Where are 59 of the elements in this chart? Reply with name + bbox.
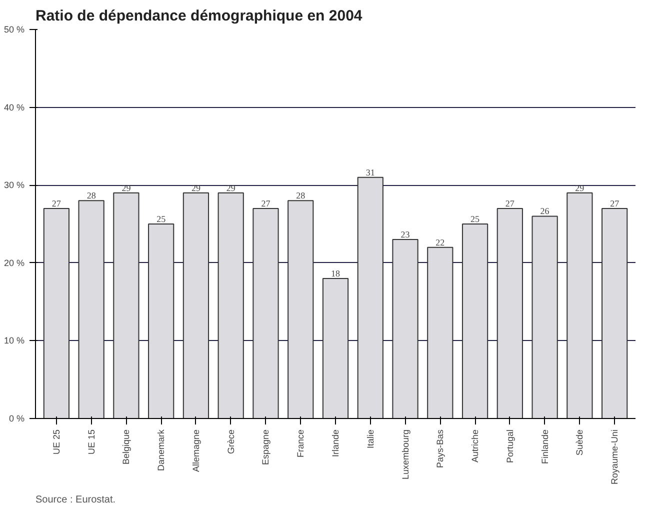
x-tick-label: Luxembourg [400,429,410,480]
data-label: 27 [610,198,620,208]
data-label: 29 [575,182,585,193]
x-tick-label: UE 15 [86,430,96,455]
y-tick-label: 40 % [4,102,24,112]
bar [148,224,174,418]
x-tick-label: Royaume-Uni [610,429,620,485]
bar [218,192,244,418]
bar [252,208,279,418]
bar [288,200,314,418]
x-tick-label: Allemagne [190,429,201,472]
data-label: 31 [366,167,375,178]
bar [78,200,104,418]
chart-title: Ratio de dépendance démographique en 2004 [36,8,363,24]
y-tick-label: 50 % [4,24,24,34]
data-label: 26 [540,206,550,216]
x-tick-label: Grèce [226,429,236,454]
x-tick-label: Pays-Bas [435,429,446,468]
x-tick-label: Autriche [470,429,480,463]
x-tick-label: France [296,429,306,458]
bar [392,239,418,418]
data-label: 29 [122,182,132,193]
bar [113,192,140,418]
data-label: 29 [191,182,201,193]
data-label: 27 [52,198,62,208]
x-tick-label: Finlande [540,429,550,464]
data-label: 23 [400,230,410,240]
x-tick-label: Espagne [260,430,271,466]
y-tick-label: 20 % [4,258,24,268]
bar [602,208,628,418]
bar [322,278,349,418]
x-tick-label: Suède [574,429,585,456]
x-tick-label: Irlande [330,429,340,458]
y-tick-label: 0 % [8,414,25,424]
bar [566,192,593,418]
x-tick-label: Belgique [121,430,132,465]
bar [496,208,523,418]
bar [43,208,70,418]
x-tick-label: Portugal [504,429,515,464]
bar [357,176,384,418]
y-tick-label: 30 % [4,180,24,190]
data-label: 28 [86,190,96,201]
source-note: Source : Eurostat. [36,494,116,506]
data-label: 27 [261,198,271,208]
data-label: 25 [156,214,166,224]
data-label: 27 [505,198,515,208]
bar [532,216,558,418]
data-label: 25 [470,214,480,224]
data-label: 28 [296,190,306,201]
x-tick-label: UE 25 [51,430,62,455]
data-label: 18 [331,268,340,278]
bar [462,224,488,418]
x-tick-label: Italie [365,429,376,449]
data-label: 22 [436,237,445,248]
y-tick-label: 10 % [4,336,24,346]
bar [182,192,210,418]
data-label: 29 [226,182,236,193]
bar [427,246,454,418]
x-tick-label: Danemark [156,429,166,472]
